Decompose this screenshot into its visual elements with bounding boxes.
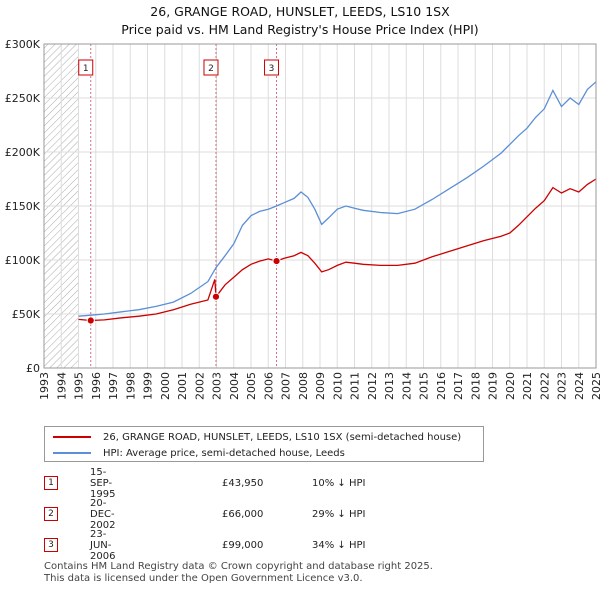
legend-swatch-property xyxy=(53,436,91,438)
transaction-point xyxy=(211,292,221,301)
transaction-row: 1 15-SEP-1995 £43,950 10% ↓ HPI xyxy=(44,467,365,500)
transaction-point xyxy=(272,256,281,266)
x-tick-label: 2013 xyxy=(383,372,396,400)
y-tick-label: £50K xyxy=(12,308,41,321)
x-tick-label: 1994 xyxy=(55,372,68,400)
chart-legend: 26, GRANGE ROAD, HUNSLET, LEEDS, LS10 1S… xyxy=(44,426,484,462)
x-tick-label: 2018 xyxy=(469,372,482,400)
x-tick-label: 2006 xyxy=(262,372,275,400)
x-tick-label: 2009 xyxy=(314,372,327,400)
footer-license: This data is licensed under the Open Gov… xyxy=(44,573,363,584)
plot-border xyxy=(43,43,597,369)
x-tick-label: 2003 xyxy=(211,372,224,400)
y-tick-label: £150K xyxy=(5,200,41,213)
x-tick-label: 2021 xyxy=(521,372,534,400)
y-tick-label: £100K xyxy=(5,254,41,267)
transaction-hpi-diff: 10% ↓ HPI xyxy=(312,477,366,489)
transaction-price: £66,000 xyxy=(222,508,264,520)
transaction-label: 2 xyxy=(208,64,214,74)
footer-copyright: Contains HM Land Registry data © Crown c… xyxy=(44,561,433,572)
transaction-marker-label: 3 xyxy=(44,538,58,552)
x-tick-label: 1993 xyxy=(38,372,51,400)
price-chart: 1 2 3 £0 £50K £100K £150K £200K £250K £300K 1993 19… xyxy=(5,38,600,400)
series-line xyxy=(78,81,597,317)
transaction-hpi-diff: 34% ↓ HPI xyxy=(312,539,366,551)
x-tick-label: 2014 xyxy=(400,372,413,400)
x-tick-label: 1996 xyxy=(90,372,103,400)
transaction-point xyxy=(86,316,95,325)
x-tick-label: 2017 xyxy=(452,372,465,400)
y-tick-label: £0 xyxy=(26,362,40,375)
transaction-row: 2 20-DEC-2002 £66,000 29% ↓ HPI xyxy=(44,498,365,531)
x-tick-label: 2024 xyxy=(573,372,586,400)
x-tick-label: 1998 xyxy=(124,372,137,400)
chart-title: 26, GRANGE ROAD, HUNSLET, LEEDS, LS10 1S… xyxy=(150,4,450,19)
x-tick-label: 2016 xyxy=(435,372,448,400)
x-tick-label: 2005 xyxy=(245,372,258,400)
chart-subtitle: Price paid vs. HM Land Registry's House … xyxy=(121,22,479,37)
transaction-marker-label: 1 xyxy=(44,476,58,490)
x-tick-label: 2012 xyxy=(366,372,379,400)
transaction-hpi-diff: 29% ↓ HPI xyxy=(312,508,366,520)
y-tick-label: £250K xyxy=(5,92,41,105)
series-line xyxy=(78,178,597,322)
x-tick-label: 2008 xyxy=(297,372,310,400)
transaction-price: £43,950 xyxy=(222,477,264,489)
legend-item-property: 26, GRANGE ROAD, HUNSLET, LEEDS, LS10 1S… xyxy=(53,429,461,445)
y-tick-label: £300K xyxy=(5,38,41,51)
transaction-label: 1 xyxy=(83,64,89,74)
x-tick-label: 2015 xyxy=(418,372,431,400)
transaction-price: £99,000 xyxy=(222,539,264,551)
x-tick-label: 2007 xyxy=(280,372,293,400)
transaction-row: 3 23-JUN-2006 £99,000 34% ↓ HPI xyxy=(44,529,365,562)
transaction-label-box xyxy=(203,59,219,76)
x-tick-label: 2025 xyxy=(590,372,600,400)
legend-label-hpi: HPI: Average price, semi-detached house,… xyxy=(103,447,345,459)
x-tick-label: 2020 xyxy=(504,372,517,400)
x-tick-label: 2002 xyxy=(193,372,206,400)
legend-label-property: 26, GRANGE ROAD, HUNSLET, LEEDS, LS10 1S… xyxy=(103,431,462,443)
transaction-date: 20-DEC-2002 xyxy=(90,497,116,531)
x-tick-label: 2011 xyxy=(349,372,362,400)
x-tick-label: 1995 xyxy=(73,372,86,400)
x-tick-label: 2022 xyxy=(538,372,551,400)
x-tick-label: 2001 xyxy=(176,372,189,400)
transaction-date: 15-SEP-1995 xyxy=(90,466,116,500)
x-tick-label: 1999 xyxy=(142,372,155,400)
x-tick-label: 1997 xyxy=(107,372,120,400)
transaction-label: 3 xyxy=(269,64,275,74)
x-tick-label: 2004 xyxy=(228,372,241,400)
legend-item-hpi: HPI: Average price, semi-detached house,… xyxy=(53,445,345,461)
y-tick-label: £200K xyxy=(5,146,41,159)
x-tick-label: 2010 xyxy=(331,372,344,400)
legend-swatch-hpi xyxy=(53,452,91,454)
transaction-label-box xyxy=(264,59,280,76)
transaction-label-box xyxy=(78,59,94,76)
transaction-marker-label: 2 xyxy=(44,507,58,521)
x-tick-label: 2023 xyxy=(556,372,569,400)
x-tick-label: 2000 xyxy=(159,372,172,400)
x-tick-label: 2019 xyxy=(487,372,500,400)
transaction-date: 23-JUN-2006 xyxy=(90,528,116,562)
